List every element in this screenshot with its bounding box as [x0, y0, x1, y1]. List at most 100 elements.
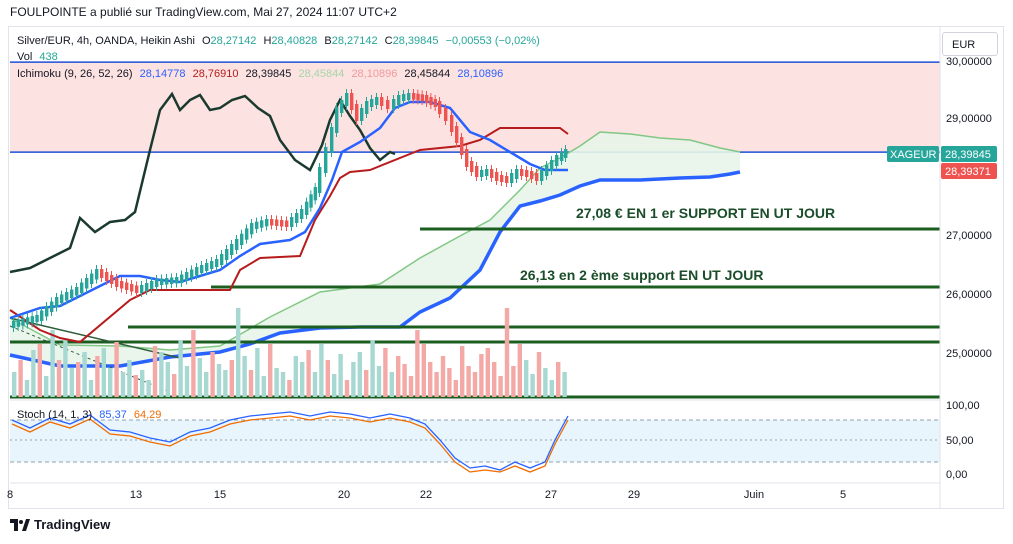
- candle-body: [360, 108, 364, 121]
- candle-body: [150, 281, 154, 289]
- candle-body: [205, 263, 209, 271]
- candle-body: [105, 272, 109, 281]
- ohlc-c-value: 28,39845: [392, 35, 439, 47]
- symbol-legend: Silver/EUR, 4h, OANDA, Heikin Ashi O28,2…: [17, 35, 544, 47]
- xageur-label: XAGEUR: [890, 149, 937, 161]
- candle-body: [375, 97, 379, 105]
- volume-bar: [108, 368, 113, 397]
- volume-bar: [293, 356, 298, 397]
- volume-bar: [440, 356, 446, 397]
- volume-bar: [242, 356, 247, 397]
- volume-bar: [325, 360, 330, 397]
- candle-body: [370, 99, 374, 107]
- publisher-line: FOULPOINTE a publié sur TradingView.com,…: [10, 5, 397, 19]
- candle-body: [505, 176, 509, 183]
- candle-body: [475, 166, 479, 177]
- volume-bar: [351, 362, 356, 397]
- candle-body: [490, 169, 494, 178]
- ohlc-o-value: 28,27142: [210, 35, 257, 47]
- volume-bar: [50, 330, 55, 397]
- volume-bar: [31, 350, 36, 397]
- candle-body: [560, 152, 564, 161]
- candle-body: [416, 93, 420, 101]
- candle-body: [455, 126, 459, 143]
- candle-body: [470, 161, 474, 172]
- volume-bar: [357, 352, 362, 397]
- candle-body: [500, 175, 504, 182]
- candle-body: [550, 160, 554, 171]
- candle-body: [12, 320, 16, 328]
- candle-body: [40, 310, 44, 321]
- candle-body: [75, 287, 79, 296]
- candle-body: [220, 254, 224, 265]
- volume-bar: [101, 348, 106, 397]
- volume-bar: [255, 348, 260, 397]
- ichimoku-value: 28,76910: [192, 68, 239, 80]
- candle-body: [240, 233, 244, 245]
- volume-bar: [216, 364, 222, 397]
- candle-body: [160, 278, 164, 285]
- candle-body: [215, 259, 219, 267]
- candle-body: [355, 104, 359, 121]
- volume-bar: [63, 340, 68, 397]
- candle-body: [50, 301, 54, 312]
- candle-body: [30, 316, 35, 324]
- symbol-label[interactable]: Silver/EUR, 4h, OANDA, Heikin Ashi: [17, 35, 195, 47]
- candle-body: [345, 93, 349, 106]
- candle-body: [535, 173, 539, 181]
- currency-button[interactable]: EUR: [942, 32, 998, 56]
- time-tick-label: 5: [840, 489, 846, 501]
- time-tick-label: 22: [420, 489, 432, 501]
- candle-body: [125, 282, 129, 290]
- time-tick-label: 15: [214, 489, 226, 501]
- volume-bar: [204, 372, 209, 397]
- volume-bar: [472, 372, 478, 397]
- volume-bar: [114, 342, 119, 397]
- volume-bar: [95, 356, 100, 397]
- candle-body: [515, 169, 519, 179]
- volume-bar: [184, 366, 190, 397]
- vol-label[interactable]: Vol: [17, 51, 33, 63]
- candle-body: [545, 165, 549, 176]
- candle-body: [392, 99, 396, 109]
- volume-bar: [88, 380, 94, 397]
- candle-body: [295, 213, 299, 223]
- volume-bar: [338, 354, 343, 397]
- volume-bar: [408, 376, 414, 397]
- candle-body: [200, 265, 204, 273]
- candle-body: [55, 297, 59, 308]
- volume-bar: [344, 380, 350, 397]
- stoch-label[interactable]: Stoch (14, 1, 3): [17, 409, 93, 421]
- volume-bar: [197, 358, 202, 397]
- candle-body: [45, 306, 49, 317]
- volume-bar: [165, 362, 170, 397]
- candle-body: [350, 93, 354, 110]
- volume-bar: [24, 380, 30, 397]
- candle-body: [407, 93, 411, 100]
- ichimoku-cloud: [10, 132, 740, 366]
- candle-body: [285, 220, 289, 227]
- ichimoku-label[interactable]: Ichimoku (9, 26, 52, 26): [17, 68, 133, 80]
- candle-body: [335, 107, 339, 133]
- candle-body: [70, 289, 74, 298]
- candle-body: [270, 219, 274, 226]
- candle-body: [386, 100, 390, 109]
- candle-body: [540, 170, 544, 181]
- volume-bar: [172, 374, 177, 397]
- stoch-d-value: 64,29: [133, 409, 162, 421]
- candle-body: [564, 149, 568, 158]
- tradingview-footer: TradingView: [10, 517, 110, 532]
- volume-legend: Vol 438: [17, 51, 62, 63]
- volume-bar: [306, 350, 311, 397]
- candle-body: [100, 269, 104, 278]
- candle-body: [165, 278, 169, 285]
- ichimoku-value: 28,14778: [139, 68, 186, 80]
- candle-body: [235, 239, 239, 250]
- candle-body: [210, 261, 214, 269]
- stoch-k-line: [11, 411, 569, 471]
- volume-bar: [18, 360, 23, 397]
- tradingview-brand[interactable]: TradingView: [34, 517, 111, 532]
- candle-body: [290, 217, 294, 227]
- volume-bar: [479, 354, 484, 397]
- volume-bar: [447, 368, 452, 397]
